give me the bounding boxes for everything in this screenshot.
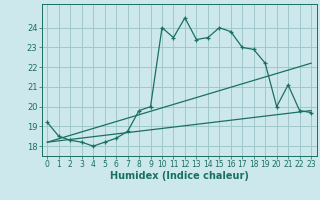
X-axis label: Humidex (Indice chaleur): Humidex (Indice chaleur) <box>110 171 249 181</box>
